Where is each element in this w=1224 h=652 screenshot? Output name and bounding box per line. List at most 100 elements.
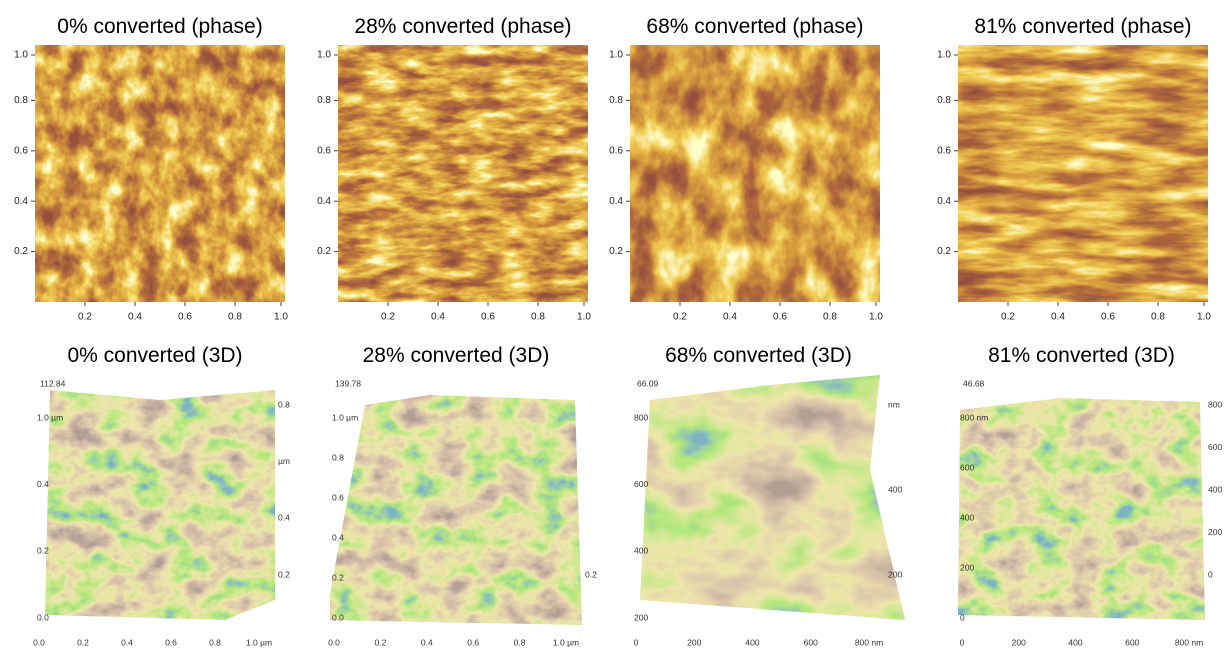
y-tick-label: 1.0 — [937, 50, 951, 61]
y-tick-label: 0.8 — [317, 95, 331, 106]
left-tick-label: 0.2 — [37, 546, 49, 556]
bottom-tick-label: 0.0 — [33, 637, 45, 647]
x-tick-label: 0.2 — [381, 312, 395, 323]
bottom-tick-label: 0.2 — [374, 637, 386, 647]
x-tick-label: 0.2 — [78, 312, 92, 323]
left-tick-label: 0.6 — [332, 492, 344, 502]
bottom-tick-label: 200 — [687, 637, 701, 647]
x-tick-label: 0.6 — [481, 312, 495, 323]
y-tick-label: 1.0 — [609, 50, 623, 61]
left-tick-label: 400 — [960, 512, 974, 522]
panel-title: 81% converted (phase) — [974, 15, 1191, 38]
right-tick-label: 800 nm — [1208, 399, 1224, 409]
y-tick-label: 0.6 — [14, 145, 28, 156]
right-tick-label: 200 — [888, 569, 902, 579]
x-tick-label: 1.0 — [1197, 312, 1211, 323]
right-tick-label: 200 — [1208, 527, 1222, 537]
bottom-tick-label: 1.0 µm — [553, 637, 579, 647]
panel-title: 68% converted (3D) — [665, 344, 852, 367]
bottom-tick-label: 200 — [1012, 637, 1026, 647]
x-tick-label: 1.0 — [577, 312, 591, 323]
y-tick-label: 0.8 — [937, 95, 951, 106]
bottom-tick-label: 1.0 µm — [246, 637, 272, 647]
left-tick-label: 400 — [634, 546, 648, 556]
surface-image — [35, 372, 300, 632]
panel-title: 0% converted (phase) — [57, 15, 262, 38]
phase-image — [958, 45, 1208, 302]
bottom-tick-label: 0.8 — [209, 637, 221, 647]
y-tick-label: 0.6 — [609, 145, 623, 156]
bottom-tick-label: 800 nm — [1175, 637, 1203, 647]
bottom-tick-label: 0.4 — [121, 637, 133, 647]
height-label: 139.78 — [335, 378, 361, 388]
left-tick-label: 0.8 — [332, 452, 344, 462]
x-tick-label: 0.6 — [178, 312, 192, 323]
left-tick-label: 1.0 µm — [332, 412, 358, 422]
y-tick-label: 0.6 — [317, 145, 331, 156]
x-tick-label: 0.6 — [1101, 312, 1115, 323]
bottom-tick-label: 600 — [1125, 637, 1139, 647]
surface-image — [958, 372, 1224, 632]
y-tick-label: 0.2 — [317, 246, 331, 257]
bottom-tick-label: 0 — [960, 637, 965, 647]
panel-title: 28% converted (3D) — [363, 344, 550, 367]
y-tick-label: 0.2 — [14, 246, 28, 257]
right-tick-label: 0.4 — [278, 513, 290, 523]
right-tick-label: 0.2 — [585, 569, 597, 579]
panel-title: 68% converted (phase) — [646, 15, 863, 38]
left-tick-label: 0.2 — [332, 572, 344, 582]
left-tick-label: 1.0 µm — [37, 412, 63, 422]
left-tick-label: 0.0 — [37, 612, 49, 622]
left-tick-label: 0.0 — [332, 612, 344, 622]
right-tick-label: nm — [888, 399, 900, 409]
x-tick-label: 1.0 — [274, 312, 288, 323]
height-label: 112.84 — [40, 378, 66, 388]
left-tick-label: 0.4 — [37, 479, 49, 489]
y-tick-label: 0.8 — [14, 95, 28, 106]
x-tick-label: 0.8 — [1151, 312, 1165, 323]
left-tick-label: 0 — [960, 612, 965, 622]
bottom-tick-label: 400 — [1068, 637, 1082, 647]
right-tick-label: µm — [278, 456, 290, 466]
y-tick-label: 0.8 — [609, 95, 623, 106]
bottom-tick-label: 0.6 — [165, 637, 177, 647]
bottom-tick-label: 0.0 — [328, 637, 340, 647]
x-tick-label: 0.8 — [228, 312, 242, 323]
phase-image — [338, 45, 588, 302]
left-tick-label: 800 nm — [960, 412, 988, 422]
left-tick-label: 600 — [634, 479, 648, 489]
y-tick-label: 1.0 — [14, 50, 28, 61]
x-tick-label: 0.4 — [128, 312, 142, 323]
left-tick-label: 200 — [634, 612, 648, 622]
bottom-tick-label: 0.2 — [77, 637, 89, 647]
right-tick-label: 0.8 — [278, 399, 290, 409]
bottom-tick-label: 400 — [745, 637, 759, 647]
bottom-tick-label: 0 — [634, 637, 639, 647]
bottom-tick-label: 600 — [804, 637, 818, 647]
x-tick-label: 1.0 — [869, 312, 883, 323]
x-tick-label: 0.6 — [773, 312, 787, 323]
right-tick-label: 600 — [1208, 442, 1222, 452]
y-tick-label: 0.4 — [609, 196, 623, 207]
y-tick-label: 0.4 — [14, 196, 28, 207]
panel-title: 81% converted (3D) — [988, 344, 1175, 367]
y-tick-label: 1.0 — [317, 50, 331, 61]
right-tick-label: 0.2 — [278, 569, 290, 579]
left-tick-label: 600 — [960, 462, 974, 472]
left-tick-label: 200 — [960, 562, 974, 572]
x-tick-label: 0.4 — [723, 312, 737, 323]
height-label: 66.09 — [637, 378, 659, 388]
phase-image — [35, 45, 285, 302]
panel-title: 0% converted (3D) — [67, 344, 242, 367]
left-tick-label: 800 — [634, 412, 648, 422]
surface-image — [632, 372, 910, 632]
x-tick-label: 0.4 — [1051, 312, 1065, 323]
x-tick-label: 0.4 — [431, 312, 445, 323]
x-tick-label: 0.2 — [1001, 312, 1015, 323]
y-tick-label: 0.4 — [317, 196, 331, 207]
bottom-tick-label: 0.8 — [514, 637, 526, 647]
y-tick-label: 0.6 — [937, 145, 951, 156]
right-tick-label: 0 — [1208, 569, 1213, 579]
right-tick-label: 400 — [888, 484, 902, 494]
left-tick-label: 0.4 — [332, 532, 344, 542]
